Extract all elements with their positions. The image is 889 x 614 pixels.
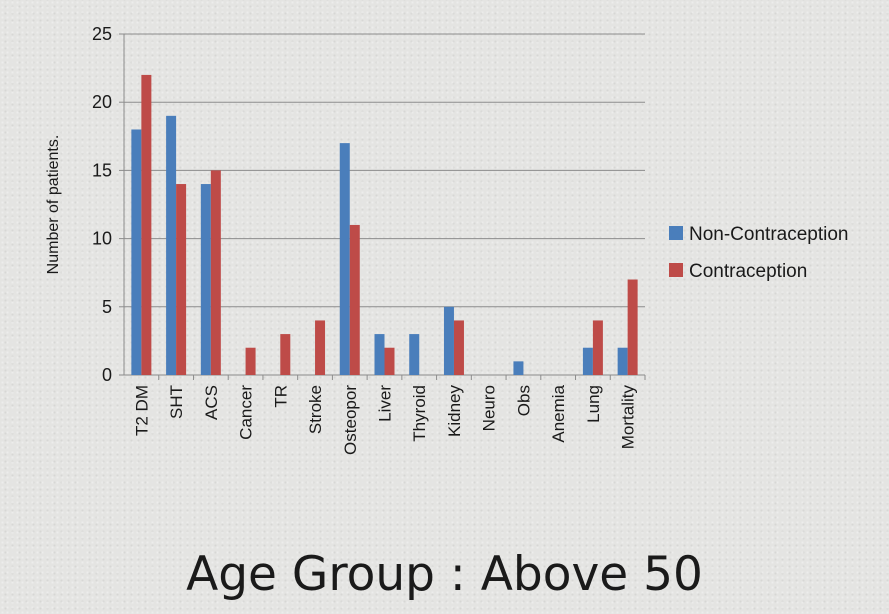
x-tick-label: Mortality	[619, 385, 638, 450]
bar-contraception	[211, 170, 221, 375]
x-tick-label: Cancer	[237, 385, 256, 440]
bar-non-contraception	[166, 116, 176, 375]
bar-non-contraception	[131, 129, 141, 375]
bar-non-contraception	[375, 334, 385, 375]
x-tick-label: Liver	[376, 385, 395, 422]
slide-title: Age Group : Above 50	[0, 540, 889, 610]
legend-label: Contraception	[689, 261, 807, 282]
bar-contraception	[593, 320, 603, 375]
x-tick-label: Obs	[514, 385, 533, 416]
x-tick-label: T2 DM	[132, 385, 151, 436]
bar-contraception	[176, 184, 186, 375]
x-tick-label: Anemia	[549, 384, 568, 442]
bar-non-contraception	[340, 143, 350, 375]
bar-non-contraception	[444, 307, 454, 375]
axes	[119, 34, 645, 380]
bar-non-contraception	[513, 361, 523, 375]
y-axis-label: Number of patients.	[45, 135, 62, 275]
legend-swatch	[669, 226, 683, 240]
bar-non-contraception	[583, 348, 593, 375]
bar-non-contraception	[201, 184, 211, 375]
bars	[131, 75, 637, 375]
bar-contraception	[454, 320, 464, 375]
x-tick-label: TR	[271, 385, 290, 408]
y-tick-label: 20	[92, 92, 112, 112]
y-tick-label: 5	[102, 297, 112, 317]
x-tick-label: ACS	[202, 385, 221, 420]
x-tick-label: Lung	[584, 385, 603, 423]
bar-contraception	[628, 280, 638, 375]
x-tick-label: Osteopor	[341, 385, 360, 455]
legend-label: Non-Contraception	[689, 224, 848, 245]
legend-swatch	[669, 263, 683, 277]
y-tick-label: 0	[102, 365, 112, 385]
x-tick-label: Neuro	[480, 385, 499, 431]
x-tick-label: Thyroid	[410, 385, 429, 442]
x-tick-label: SHT	[167, 385, 186, 419]
bar-contraception	[141, 75, 151, 375]
x-tick-label: Stroke	[306, 385, 325, 434]
y-tick-label: 15	[92, 160, 112, 180]
bar-contraception	[246, 348, 256, 375]
bar-contraception	[350, 225, 360, 375]
bar-non-contraception	[618, 348, 628, 375]
bar-contraception	[280, 334, 290, 375]
y-tick-label: 10	[92, 229, 112, 249]
legend: Non-Contraception Contraception	[669, 224, 848, 282]
y-tick-label: 25	[92, 24, 112, 44]
bar-contraception	[385, 348, 395, 375]
bar-contraception	[315, 320, 325, 375]
bar-chart: 0 5 10 15 20 25 Number of patients. T2 DM SHT ACS…	[0, 0, 889, 540]
x-tick-label: Kidney	[445, 385, 464, 437]
bar-non-contraception	[409, 334, 419, 375]
